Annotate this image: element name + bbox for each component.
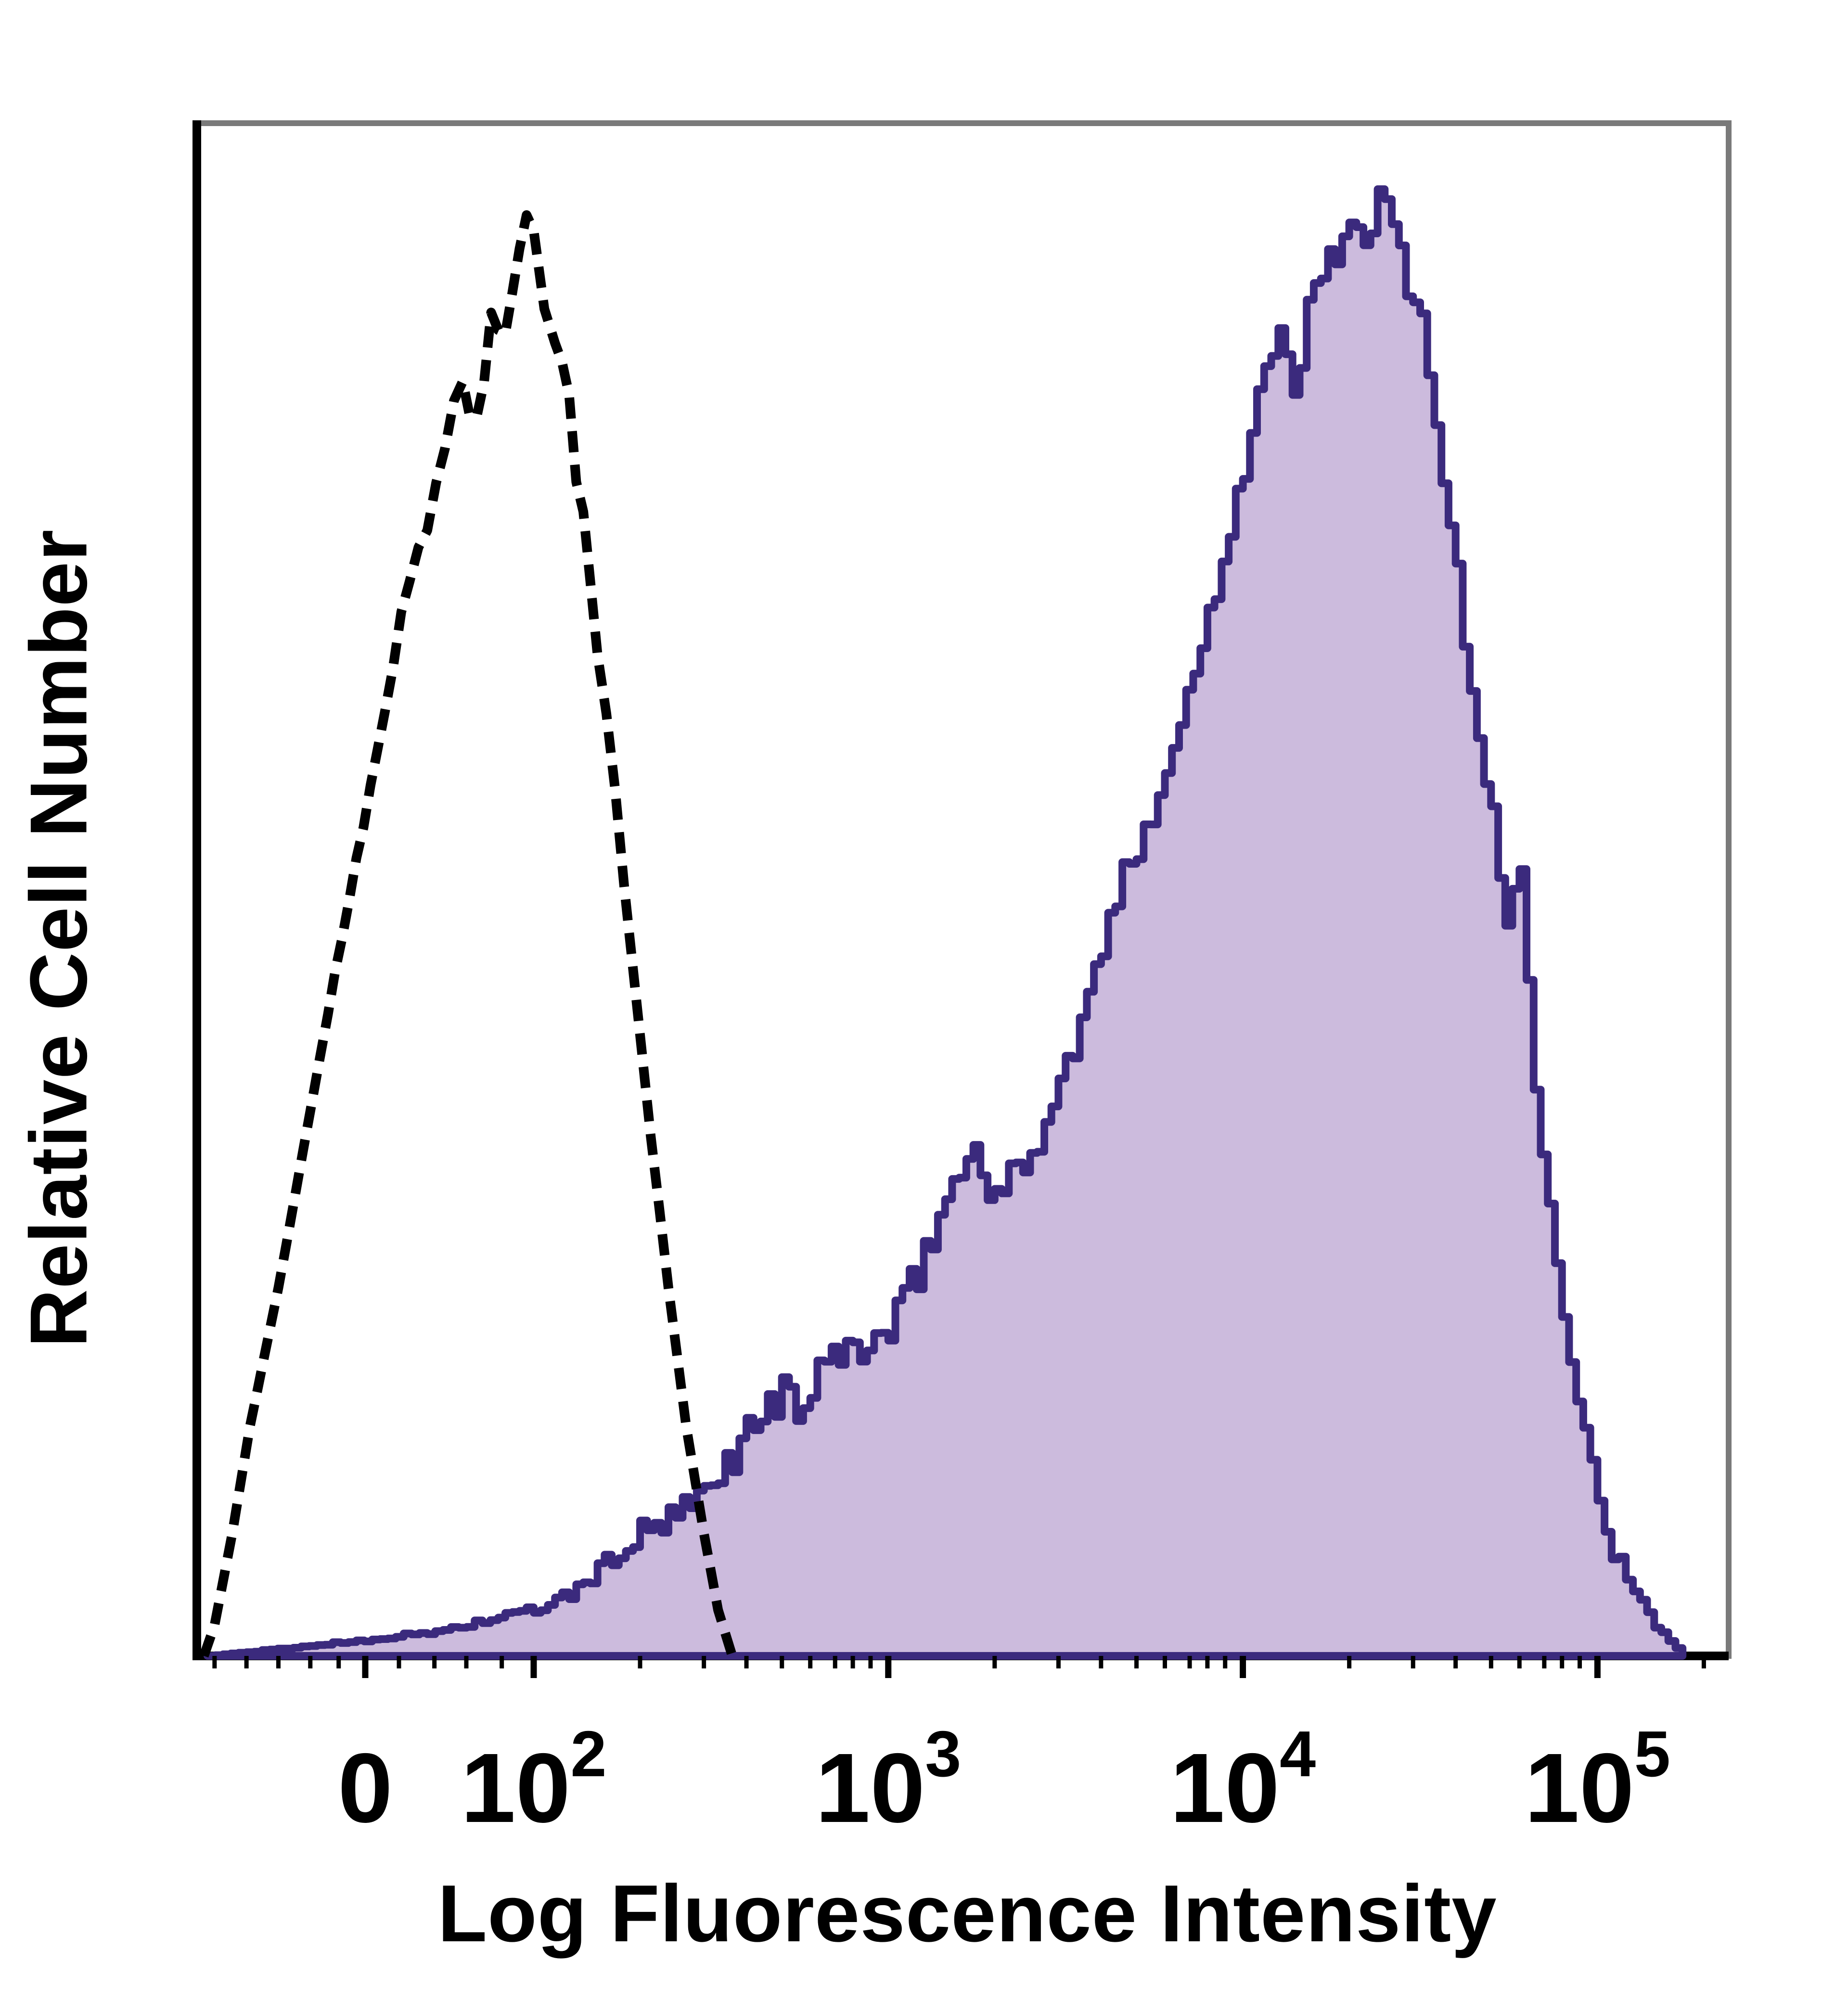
x-axis-label: Log Fluorescence Intensity <box>437 1868 1497 1959</box>
svg-text:105: 105 <box>1525 1718 1670 1843</box>
svg-text:103: 103 <box>815 1718 961 1843</box>
y-axis-label: Relative Cell Number <box>13 529 104 1348</box>
svg-text:102: 102 <box>461 1718 606 1843</box>
svg-text:0: 0 <box>338 1733 393 1843</box>
svg-text:104: 104 <box>1170 1718 1316 1843</box>
